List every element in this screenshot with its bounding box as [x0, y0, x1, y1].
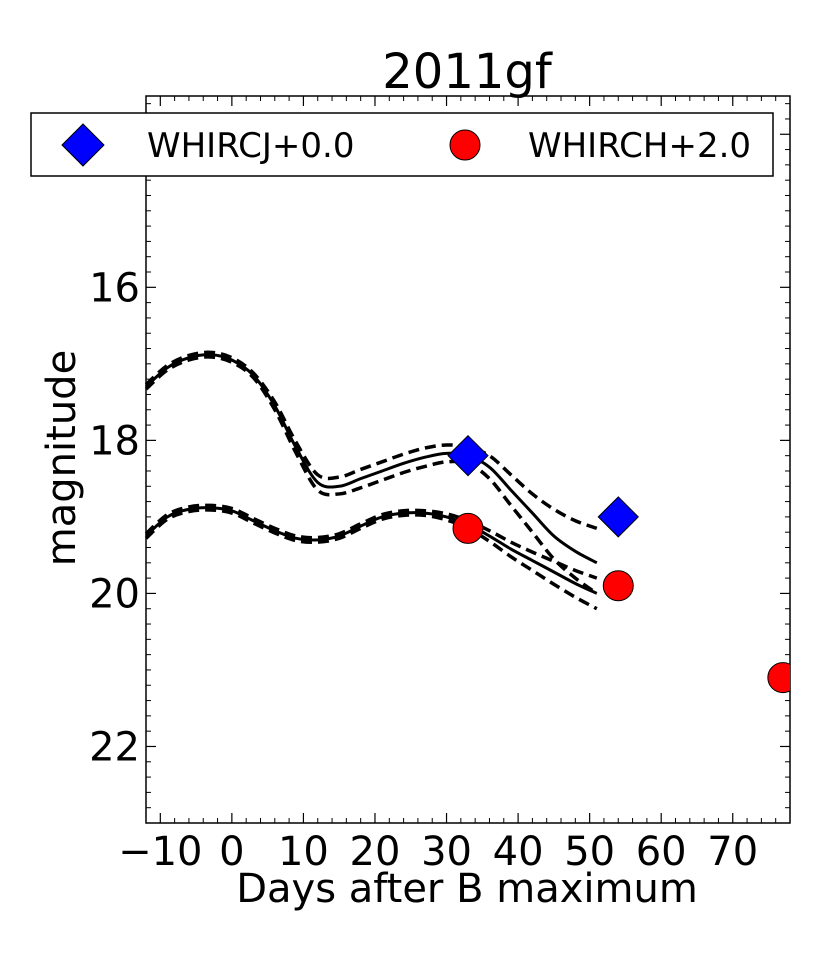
x-tick-label: 20 — [350, 829, 401, 875]
axis-ticks — [145, 96, 791, 824]
chart-title: 2011gf — [382, 44, 553, 100]
x-tick-label: 60 — [636, 829, 687, 875]
template-curve-dashed — [144, 355, 598, 595]
y-tick-label: 20 — [89, 571, 140, 617]
data-point-circle — [602, 570, 634, 602]
legend-marker-diamond — [61, 123, 105, 167]
x-tick-label: 50 — [564, 829, 615, 875]
legend-label-whirch: WHIRCH+2.0 — [528, 126, 751, 166]
x-tick-label: 30 — [421, 829, 472, 875]
template-curve-dashed — [144, 508, 598, 611]
data-points — [447, 434, 790, 694]
x-tick-label: 0 — [219, 829, 244, 875]
plot-area — [144, 95, 791, 824]
template-curve-solid — [144, 353, 598, 565]
template-curve-dashed — [144, 503, 598, 580]
data-point-diamond — [447, 434, 489, 477]
template-curves — [144, 350, 598, 611]
x-tick-label: 40 — [493, 829, 544, 875]
data-point-circle — [767, 662, 790, 694]
data-point-diamond — [597, 496, 639, 538]
legend-box — [30, 112, 774, 177]
y-tick-label: 18 — [89, 418, 140, 464]
legend-label-whircj: WHIRCJ+0.0 — [147, 126, 354, 166]
y-tick-label: 22 — [89, 724, 140, 770]
x-tick-label: −10 — [118, 829, 202, 875]
y-axis-label: magnitude — [39, 350, 85, 566]
plot-frame — [145, 95, 791, 824]
template-curve-dashed — [144, 350, 598, 531]
legend-marker-circle — [449, 129, 481, 161]
x-tick-label: 10 — [278, 829, 329, 875]
template-curve-solid — [144, 506, 598, 595]
data-point-circle — [452, 512, 484, 544]
tick-labels: −100102030405060701416182022 — [89, 112, 758, 875]
x-axis-label: Days after B maximum — [236, 866, 698, 912]
legend: WHIRCJ+0.0 WHIRCH+2.0 — [30, 112, 774, 177]
y-tick-label: 16 — [89, 265, 140, 311]
x-tick-label: 70 — [707, 829, 758, 875]
